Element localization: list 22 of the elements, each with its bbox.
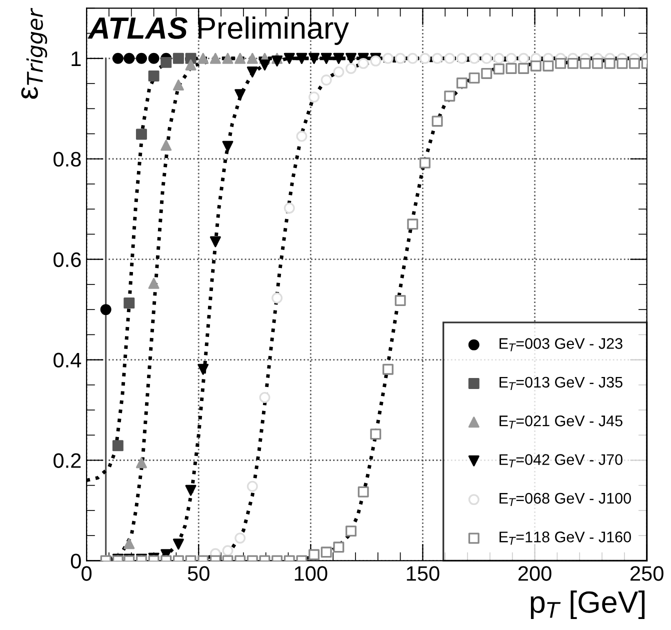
x-tick-label: 100 [294, 566, 328, 581]
y-axis-title: ε$_{Trigger}$ [21, 8, 48, 99]
legend-label: E$_{T}$=021 GeV - J45 [500, 416, 622, 429]
y-tick-label: 0 [70, 554, 81, 568]
x-tick-label: 150 [406, 566, 440, 581]
legend-label: E$_{T}$=013 GeV - J35 [500, 376, 622, 390]
y-tick-label: 0.6 [54, 252, 81, 268]
legend-label: E$_{T}$=118 GeV - J160 [500, 532, 631, 545]
legend-label: E$_{T}$=068 GeV - J100 [500, 492, 631, 506]
legend-label: E$_{T}$=003 GeV - J23 [500, 338, 622, 352]
y-tick-label: 1 [72, 52, 81, 66]
annotation: ATLAS [88, 17, 188, 39]
x-tick-label: 250 [630, 566, 664, 581]
y-tick-label: 0.8 [54, 152, 81, 167]
y-tick-label: 0.4 [54, 352, 82, 368]
y-tick-label: 0.2 [54, 453, 81, 468]
x-tick-label: 200 [518, 566, 552, 581]
legend-label: E$_{T}$=042 GeV - J70 [500, 454, 622, 468]
x-tick-label: 50 [188, 566, 210, 581]
annotation: Preliminary [198, 16, 349, 45]
x-tick-label: 0 [82, 566, 92, 581]
x-axis-title: p$_{T}$ [GeV] [530, 590, 645, 620]
